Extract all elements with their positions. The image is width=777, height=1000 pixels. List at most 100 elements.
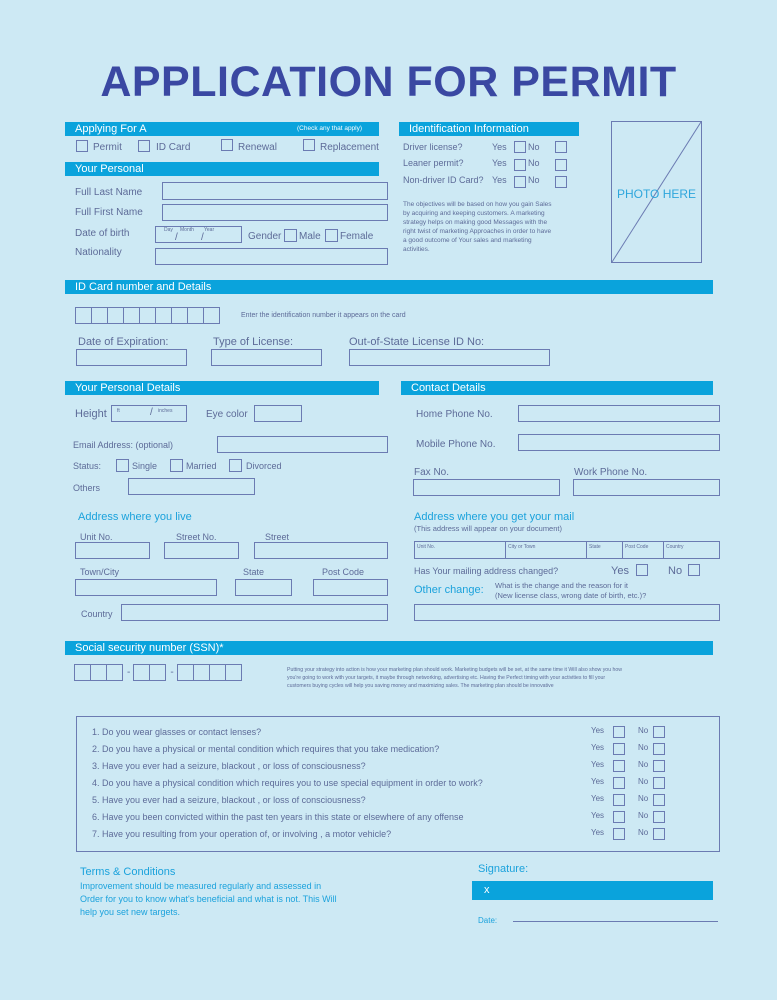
street-no-input[interactable] [164,542,239,559]
country-input[interactable] [121,604,388,621]
mail-address-input[interactable]: Unit No. City or Town State Post Code Co… [414,541,720,559]
no-checkbox[interactable] [653,760,665,772]
row-label: Leaner permit? [403,158,464,168]
ssn-digit-cell[interactable] [106,664,123,681]
ssn-digit-cell[interactable] [176,664,194,681]
no-label: No [528,142,540,152]
permit-checkbox[interactable] [76,140,88,152]
no-checkbox[interactable] [653,794,665,806]
no-checkbox[interactable] [555,176,567,188]
email-input[interactable] [217,436,388,453]
signature-input[interactable]: x [472,881,713,900]
no-checkbox[interactable] [653,743,665,755]
unit-input[interactable] [75,542,150,559]
eye-color-label: Eye color [206,409,248,420]
yes-checkbox[interactable] [613,726,625,738]
street-input[interactable] [254,542,388,559]
other-change-input[interactable] [414,604,720,621]
mail-country-cell[interactable]: Country [666,544,684,550]
ssn-input[interactable]: -- [74,664,242,681]
contact-header: Contact Details [401,381,713,395]
photo-box[interactable]: PHOTO HERE [611,121,702,263]
license-type-input[interactable] [211,349,322,366]
expiration-input[interactable] [76,349,187,366]
question-text: 6. Have you been convicted within the pa… [92,812,464,822]
no-checkbox[interactable] [555,159,567,171]
mail-city-cell[interactable]: City or Town [506,542,587,558]
id-digit-cell[interactable] [139,307,156,324]
id-digit-cell[interactable] [107,307,124,324]
state-input[interactable] [235,579,292,596]
others-input[interactable] [128,478,255,495]
no-checkbox[interactable] [653,726,665,738]
yes-checkbox[interactable] [613,794,625,806]
ssn-digit-cell[interactable] [208,664,226,681]
eye-color-input[interactable] [254,405,302,422]
ssn-header: Social security number (SSN)* [65,641,713,655]
question-row: 1. Do you wear glasses or contact lenses… [77,726,717,740]
id-card-checkbox[interactable] [138,140,150,152]
ssn-digit-cell[interactable] [192,664,210,681]
mail-no-checkbox[interactable] [688,564,700,576]
dob-input[interactable]: Day Month Year / / [155,226,242,243]
no-checkbox[interactable] [555,141,567,153]
yes-checkbox[interactable] [613,828,625,840]
post-code-input[interactable] [313,579,388,596]
married-checkbox[interactable] [170,459,183,472]
ssn-digit-cell[interactable] [90,664,107,681]
applying-header: Applying For A (Check any that apply) [65,122,379,136]
replacement-checkbox[interactable] [303,139,315,151]
first-name-input[interactable] [162,204,388,221]
id-digit-cell[interactable] [187,307,204,324]
id-digit-cell[interactable] [203,307,220,324]
yes-label: Yes [591,743,605,752]
divorced-checkbox[interactable] [229,459,242,472]
mail-post-cell[interactable]: Post Code [623,542,664,558]
height-slash: / [150,407,153,418]
fax-input[interactable] [413,479,560,496]
date-line[interactable] [513,921,718,922]
female-checkbox[interactable] [325,229,338,242]
yes-checkbox[interactable] [613,743,625,755]
mail-state-cell[interactable]: State [587,542,623,558]
no-checkbox[interactable] [653,828,665,840]
photo-diagonal [612,122,701,262]
questions-panel: 1. Do you wear glasses or contact lenses… [76,716,720,852]
yes-checkbox[interactable] [613,760,625,772]
town-input[interactable] [75,579,217,596]
status-label: Status: [73,461,102,471]
yes-checkbox[interactable] [514,176,526,188]
ssn-digit-cell[interactable] [224,664,242,681]
date-label: Date: [478,916,498,925]
id-digit-cell[interactable] [171,307,188,324]
mail-yes-checkbox[interactable] [636,564,648,576]
id-digit-cell[interactable] [123,307,140,324]
id-digit-cell[interactable] [91,307,108,324]
last-name-input[interactable] [162,182,388,200]
nationality-input[interactable] [155,248,388,265]
out-of-state-input[interactable] [349,349,550,366]
yes-checkbox[interactable] [514,159,526,171]
yes-checkbox[interactable] [613,811,625,823]
yes-checkbox[interactable] [514,141,526,153]
ssn-digit-cell[interactable] [149,664,167,681]
renewal-checkbox[interactable] [221,139,233,151]
id-digit-cell[interactable] [155,307,172,324]
id-digit-cell[interactable] [75,307,92,324]
ssn-info-text: Putting your strategy into action is how… [287,667,623,689]
mail-unit-cell[interactable]: Unit No. [415,542,506,558]
country-label: Country [81,609,113,619]
mobile-phone-input[interactable] [518,434,720,451]
work-phone-input[interactable] [573,479,720,496]
ssn-digit-cell[interactable] [74,664,91,681]
no-checkbox[interactable] [653,777,665,789]
unit-label: Unit No. [80,532,113,542]
yes-checkbox[interactable] [613,777,625,789]
male-checkbox[interactable] [284,229,297,242]
single-checkbox[interactable] [116,459,129,472]
height-input[interactable]: ft / inches [111,405,187,422]
no-checkbox[interactable] [653,811,665,823]
id-number-input[interactable] [75,307,220,324]
ssn-digit-cell[interactable] [133,664,151,681]
home-phone-input[interactable] [518,405,720,422]
